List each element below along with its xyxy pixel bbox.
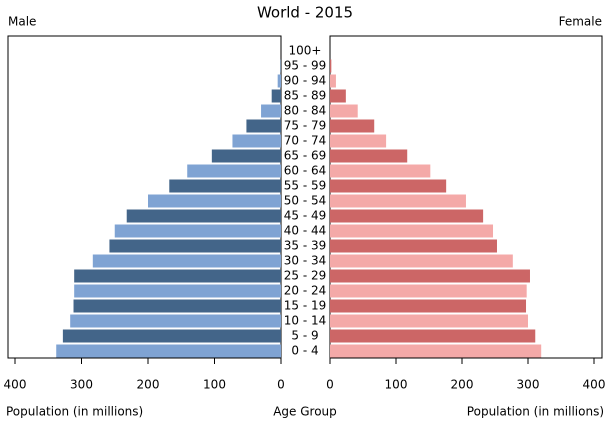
bar xyxy=(114,224,281,238)
bar xyxy=(330,164,431,178)
bar xyxy=(330,134,387,148)
bar xyxy=(330,104,358,118)
bar xyxy=(330,59,332,73)
category-label: 55 - 59 xyxy=(284,179,327,193)
category-label: 80 - 84 xyxy=(284,104,327,118)
category-label: 25 - 29 xyxy=(284,269,327,283)
bar xyxy=(330,179,447,193)
category-label: 75 - 79 xyxy=(284,119,327,133)
bar xyxy=(211,149,281,163)
bar xyxy=(330,209,484,223)
bar xyxy=(246,119,281,133)
category-label: 90 - 94 xyxy=(284,74,327,88)
category-label: 45 - 49 xyxy=(284,209,327,223)
bar xyxy=(148,194,281,208)
x-axis-title-right: Population (in millions) xyxy=(467,405,604,419)
x-tick-label: 100 xyxy=(203,378,226,392)
bar xyxy=(73,299,282,313)
category-label: 100+ xyxy=(289,44,322,58)
category-label: 95 - 99 xyxy=(284,59,327,73)
bar xyxy=(70,314,281,328)
bar xyxy=(330,149,408,163)
category-label: 20 - 24 xyxy=(284,284,327,298)
bar xyxy=(261,104,281,118)
bar xyxy=(330,119,375,133)
x-tick-label: 400 xyxy=(4,378,27,392)
bar xyxy=(232,134,281,148)
category-label: 65 - 69 xyxy=(284,149,327,163)
bar xyxy=(330,74,336,88)
category-label: 30 - 34 xyxy=(284,254,327,268)
left-series-label: Male xyxy=(8,15,36,29)
chart-title: World - 2015 xyxy=(257,4,353,22)
bar xyxy=(330,344,542,358)
bar xyxy=(330,194,466,208)
bar xyxy=(280,59,281,73)
category-label: 40 - 44 xyxy=(284,224,327,238)
x-tick-label: 300 xyxy=(70,378,93,392)
x-tick-label: 300 xyxy=(517,378,540,392)
bar xyxy=(330,284,527,298)
x-tick-label: 400 xyxy=(583,378,606,392)
bar xyxy=(187,164,281,178)
category-label: 60 - 64 xyxy=(284,164,327,178)
category-label: 10 - 14 xyxy=(284,314,327,328)
bar xyxy=(330,224,494,238)
category-label: 15 - 19 xyxy=(284,299,327,313)
bar xyxy=(74,284,281,298)
bar xyxy=(330,89,346,103)
x-axis-title-left: Population (in millions) xyxy=(6,405,143,419)
bar xyxy=(330,254,513,268)
bar xyxy=(330,269,530,283)
bar xyxy=(330,299,527,313)
bar xyxy=(56,344,282,358)
right-series-label: Female xyxy=(559,15,602,29)
bar xyxy=(271,89,281,103)
category-label: 85 - 89 xyxy=(284,89,327,103)
bar xyxy=(74,269,281,283)
bar xyxy=(62,329,281,343)
x-tick-label: 0 xyxy=(277,378,285,392)
bar xyxy=(330,314,528,328)
x-tick-label: 0 xyxy=(326,378,334,392)
bar xyxy=(277,74,281,88)
bar xyxy=(330,239,497,253)
bar xyxy=(92,254,282,268)
x-tick-label: 200 xyxy=(137,378,160,392)
bar xyxy=(169,179,281,193)
x-tick-label: 200 xyxy=(451,378,474,392)
bar xyxy=(330,329,536,343)
category-label: 5 - 9 xyxy=(291,329,318,343)
category-label: 50 - 54 xyxy=(284,194,327,208)
bar xyxy=(126,209,281,223)
category-label: 70 - 74 xyxy=(284,134,327,148)
y-axis-title: Age Group xyxy=(273,405,337,419)
category-label: 35 - 39 xyxy=(284,239,327,253)
category-label: 0 - 4 xyxy=(291,344,318,358)
bar xyxy=(109,239,282,253)
x-tick-label: 100 xyxy=(385,378,408,392)
